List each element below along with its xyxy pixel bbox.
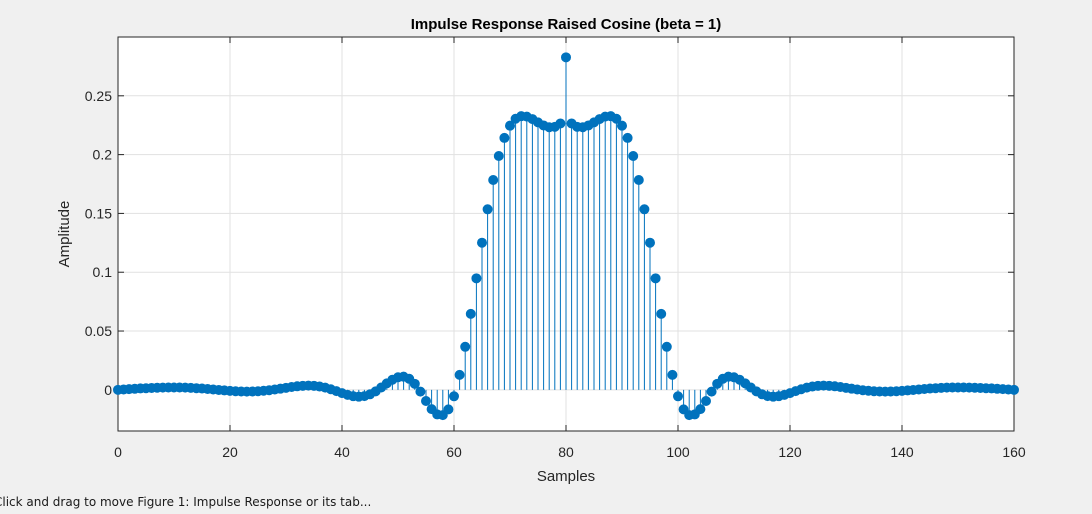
chart-title: Impulse Response Raised Cosine (beta = 1… — [411, 16, 722, 33]
y-tick-label: 0.15 — [85, 205, 112, 221]
y-tick-label: 0.1 — [93, 264, 113, 280]
stem-marker — [633, 175, 644, 186]
stem-marker — [661, 341, 672, 352]
stem-marker — [1009, 384, 1019, 395]
x-tick-label: 60 — [446, 444, 462, 460]
x-tick-label: 40 — [334, 444, 350, 460]
stem-marker — [622, 132, 633, 143]
stem-marker — [673, 391, 683, 402]
y-tick-label: 0 — [104, 382, 112, 398]
stem-marker — [695, 404, 706, 415]
y-tick-label: 0.25 — [85, 88, 112, 104]
x-axis-label: Samples — [537, 468, 595, 485]
x-tick-label: 160 — [1002, 444, 1026, 460]
x-tick-label: 100 — [666, 444, 690, 460]
stem-marker — [617, 120, 627, 131]
y-tick-label: 0.2 — [93, 147, 113, 163]
stem-marker — [449, 391, 459, 402]
stem-marker — [421, 396, 431, 407]
stem-marker — [561, 52, 571, 63]
stem-marker — [460, 341, 471, 352]
x-tick-label: 120 — [778, 444, 802, 460]
stem-marker — [706, 386, 717, 397]
stem-marker — [415, 386, 426, 397]
stem-marker — [611, 113, 622, 124]
stem-marker — [465, 308, 476, 319]
stem-markers — [113, 52, 1019, 421]
stem-marker — [555, 118, 566, 129]
stem-marker — [650, 273, 661, 284]
stem-marker — [471, 273, 482, 284]
status-text: Click and drag to move Figure 1: Impulse… — [0, 495, 372, 509]
y-tick-labels: 0 0.05 0.1 0.15 0.2 0.25 — [85, 88, 112, 398]
stem-marker — [454, 369, 465, 380]
stem-marker — [443, 404, 454, 415]
stem-marker — [645, 237, 655, 248]
y-tick-label: 0.05 — [85, 323, 112, 339]
y-axis-label: Amplitude — [56, 201, 73, 268]
stem-marker — [482, 204, 493, 215]
figure-window: 0 20 40 60 80 100 120 140 160 0 0.05 0.1 0.15 0.2 0.2… — [0, 0, 1092, 490]
x-tick-label: 0 — [114, 444, 122, 460]
stem-marker — [477, 237, 487, 248]
stem-marker — [656, 308, 667, 319]
stem-marker — [701, 396, 711, 407]
stem-marker — [639, 204, 650, 215]
impulse-response-chart[interactable]: 0 20 40 60 80 100 120 140 160 0 0.05 0.1 0.15 0.2 0.2… — [0, 0, 1092, 490]
stem-marker — [488, 175, 499, 186]
x-tick-label: 80 — [558, 444, 574, 460]
x-tick-labels: 0 20 40 60 80 100 120 140 160 — [114, 444, 1026, 460]
stem-marker — [628, 151, 639, 162]
status-bar: Click and drag to move Figure 1: Impulse… — [0, 490, 1092, 514]
stem-marker — [505, 120, 515, 131]
x-tick-label: 140 — [890, 444, 914, 460]
x-tick-label: 20 — [222, 444, 238, 460]
stem-marker — [667, 369, 678, 380]
stem-marker — [493, 151, 504, 162]
stem-marker — [499, 132, 510, 143]
stem-marker — [409, 378, 420, 389]
